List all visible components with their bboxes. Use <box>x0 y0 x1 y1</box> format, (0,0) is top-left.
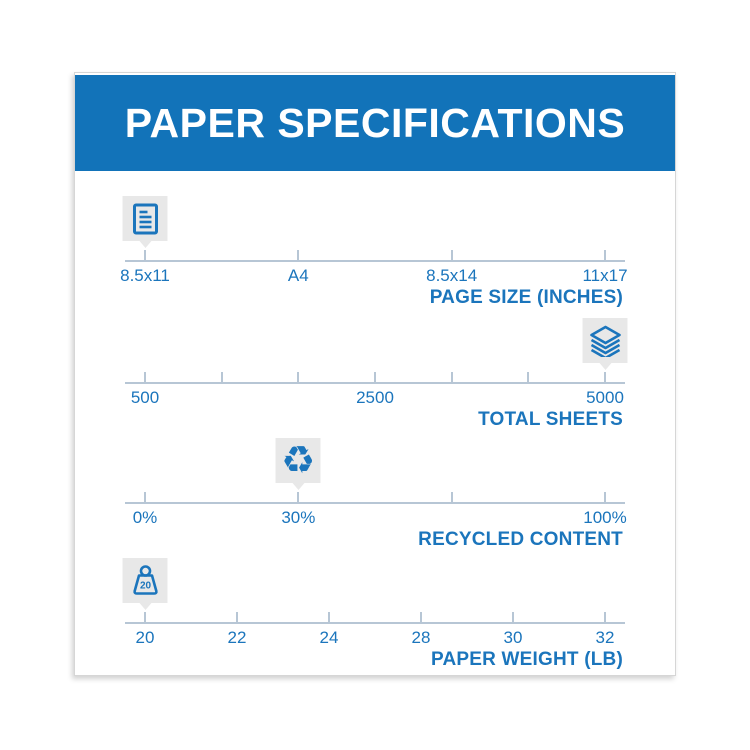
tick-mark <box>604 250 606 261</box>
axis-line <box>125 382 625 384</box>
tick-label: 28 <box>411 628 431 647</box>
tick-label: 30% <box>281 508 316 527</box>
weight-icon: 20 <box>128 564 162 597</box>
tick-label: 2500 <box>356 388 394 407</box>
axis-line <box>125 622 625 624</box>
marker-total-sheets <box>582 318 628 363</box>
tick-mark <box>374 372 376 383</box>
scale-paper-weight: 20 PAPER WEIGHT (LB) 20 22 24 28 30 32 <box>75 558 675 673</box>
tick-label: 11x17 <box>582 266 628 285</box>
tick-label: 30 <box>503 628 523 647</box>
tick-mark <box>604 612 606 623</box>
scale-title: RECYCLED CONTENT <box>418 529 623 550</box>
scale-title: PAGE SIZE (INCHES) <box>429 287 623 308</box>
tick-mark <box>420 612 422 623</box>
marker-page-size <box>122 196 168 241</box>
scale-total-sheets: TOTAL SHEETS 500 2500 5000 <box>75 318 675 433</box>
tick-mark <box>604 492 606 503</box>
tick-mark <box>297 372 300 383</box>
tick-label: 5000 <box>586 388 624 407</box>
tick-mark <box>144 372 146 383</box>
tick-mark <box>236 612 238 623</box>
tick-label: 32 <box>595 628 615 647</box>
tick-label: 100% <box>583 508 627 527</box>
recycle-icon: ♻ <box>281 437 316 482</box>
document-icon <box>130 203 160 235</box>
tick-label: 8.5x11 <box>120 266 170 285</box>
paper-specifications-card: PAPER SPECIFICATIONS PAGE SIZE (INCHES) … <box>74 72 676 676</box>
page-title: PAPER SPECIFICATIONS <box>124 99 626 146</box>
scale-page-size: PAGE SIZE (INCHES) 8.5x11 A4 8.5x14 11x17 <box>75 196 675 311</box>
header-banner: PAPER SPECIFICATIONS <box>75 75 675 171</box>
tick-mark <box>297 250 300 261</box>
tick-mark <box>144 492 146 503</box>
marker-paper-weight: 20 <box>122 558 168 603</box>
tick-label: 20 <box>135 628 155 647</box>
tick-mark <box>512 612 514 623</box>
paper-stack-icon <box>588 325 622 357</box>
tick-mark <box>144 612 146 623</box>
tick-label: 8.5x14 <box>426 266 478 285</box>
marker-recycled-content: ♻ <box>275 437 321 483</box>
tick-mark <box>450 372 453 383</box>
tick-label: 0% <box>132 508 158 527</box>
tick-mark <box>144 250 146 261</box>
axis-line <box>125 502 625 504</box>
scale-title: TOTAL SHEETS <box>478 409 623 430</box>
axis-line <box>125 260 625 262</box>
weight-icon-label: 20 <box>139 581 151 592</box>
tick-mark <box>604 372 606 383</box>
tick-mark <box>450 250 453 261</box>
tick-label: 24 <box>319 628 339 647</box>
tick-mark <box>297 492 300 503</box>
tick-mark <box>450 492 453 503</box>
tick-mark <box>328 612 330 623</box>
tick-label: 22 <box>227 628 247 647</box>
scale-title: PAPER WEIGHT (LB) <box>431 649 623 670</box>
tick-mark <box>220 372 223 383</box>
scale-recycled-content: ♻ RECYCLED CONTENT 0% 30% 100% <box>75 438 675 553</box>
tick-label: 500 <box>130 388 160 407</box>
tick-mark <box>527 372 530 383</box>
tick-label: A4 <box>287 266 309 285</box>
